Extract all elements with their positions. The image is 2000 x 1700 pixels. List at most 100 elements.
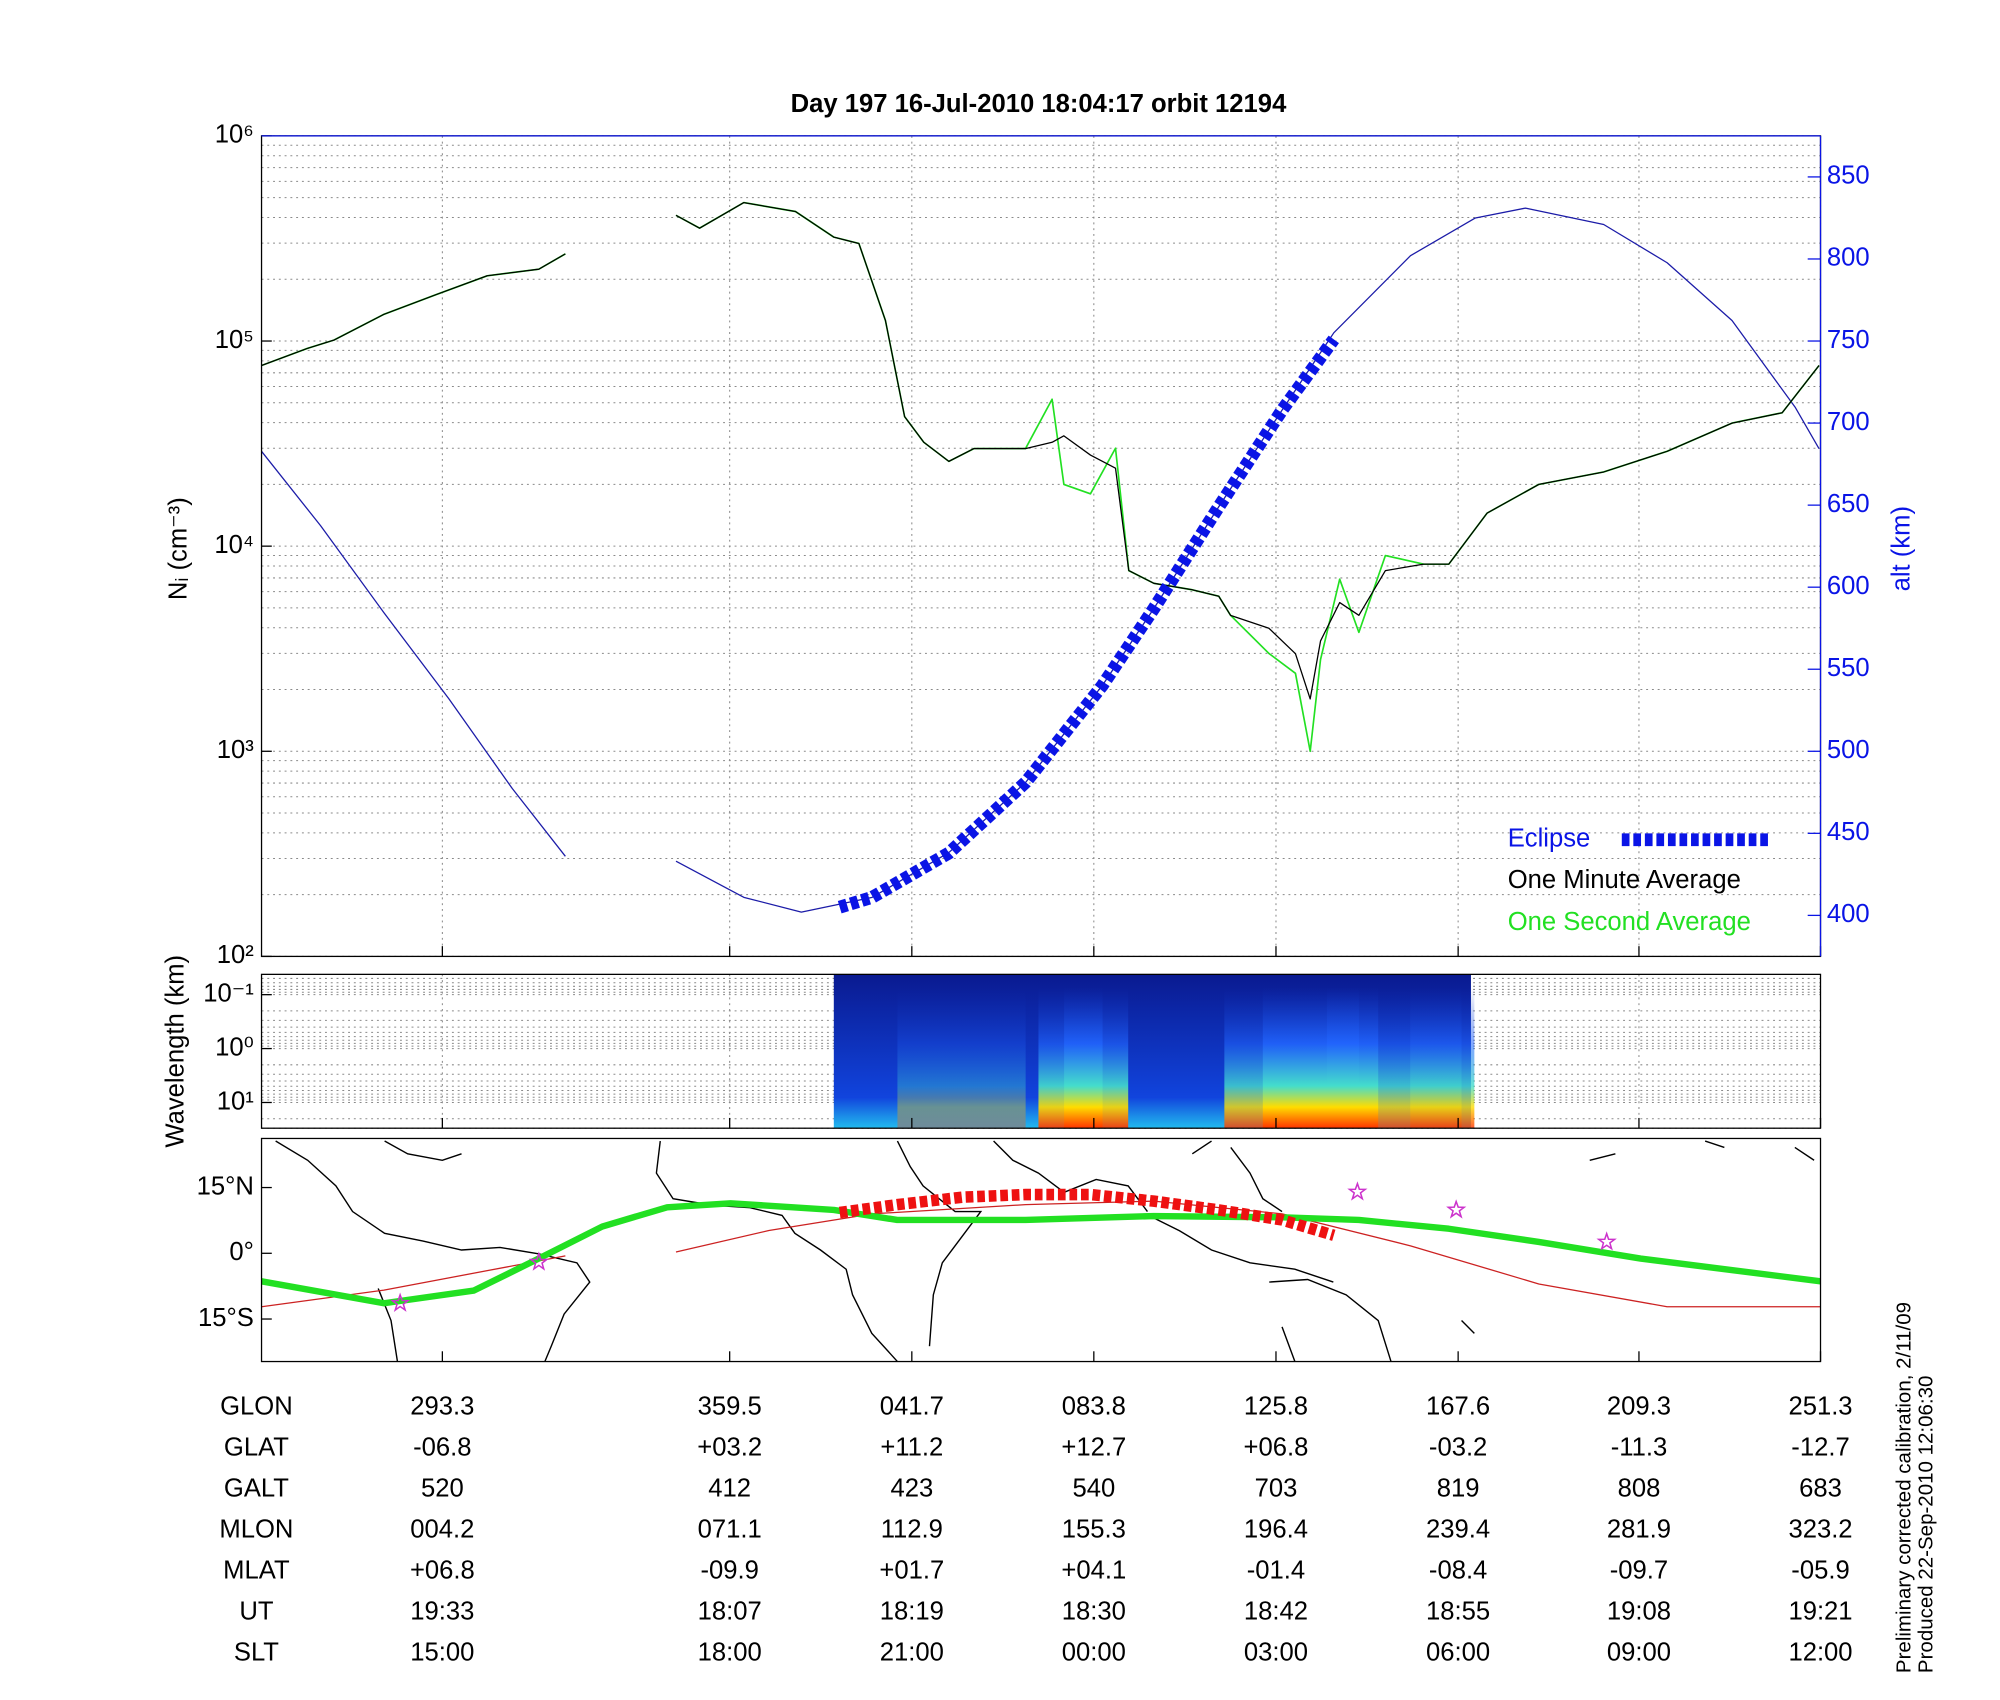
table-cell: 18:07	[698, 1598, 762, 1626]
table-cell: 071.1	[698, 1516, 762, 1544]
chart-title: Day 197 16-Jul-2010 18:04:17 orbit 12194	[791, 90, 1287, 118]
table-cell: +12.7	[1061, 1433, 1126, 1461]
y-tick-label: 15°N	[197, 1172, 254, 1200]
table-cell: 18:19	[880, 1598, 944, 1626]
legend-label: One Minute Average	[1508, 866, 1741, 894]
table-cell: 155.3	[1062, 1516, 1126, 1544]
y2-tick-label: 800	[1827, 244, 1870, 272]
data-line	[837, 335, 1339, 914]
y-tick-label: 10⁵	[215, 326, 254, 354]
y-tick-label: 10³	[217, 736, 255, 764]
footnote: Preliminary corrected calibration, 2/11/…	[1893, 1302, 1916, 1673]
coastline	[1269, 1278, 1392, 1362]
table-cell: 281.9	[1607, 1516, 1671, 1544]
table-cell: +06.8	[410, 1557, 475, 1585]
table-cell: 18:00	[698, 1639, 762, 1667]
table-cell: 683	[1799, 1475, 1842, 1503]
map-marker	[390, 1292, 411, 1312]
table-cell: 06:00	[1426, 1639, 1490, 1667]
spectrogram-texture	[1410, 987, 1462, 1129]
table-cell: 19:08	[1607, 1598, 1671, 1626]
coastline	[1153, 1217, 1334, 1283]
y2-tick-label: 750	[1827, 326, 1870, 354]
coastline	[377, 1288, 399, 1362]
table-cell: -08.4	[1429, 1557, 1487, 1585]
table-row-label: SLT	[234, 1639, 279, 1667]
table-cell: 808	[1618, 1475, 1661, 1503]
table-cell: 540	[1072, 1475, 1115, 1503]
spectrogram	[833, 974, 1475, 1129]
map-marker	[528, 1251, 550, 1271]
panel-frame	[260, 1137, 1822, 1363]
table-row-label: GALT	[224, 1475, 289, 1503]
y-axis-label: Nᵢ (cm⁻³)	[164, 497, 192, 600]
y-tick-label: 10⁴	[214, 531, 254, 559]
table-cell: 209.3	[1607, 1392, 1671, 1420]
coastline	[655, 1140, 898, 1363]
table-cell: 412	[708, 1475, 751, 1503]
table-cell: 15:00	[410, 1639, 474, 1667]
legend-label: Eclipse	[1508, 825, 1591, 853]
y2-tick-label: 600	[1827, 572, 1870, 600]
map-marker	[1347, 1181, 1368, 1201]
table-cell: +11.2	[880, 1433, 943, 1461]
spectrogram-texture	[1064, 987, 1103, 1129]
table-cell: +04.1	[1061, 1557, 1126, 1585]
table-cell: 21:00	[880, 1639, 944, 1667]
y2-tick-label: 450	[1827, 818, 1870, 846]
coastline	[1461, 1140, 1815, 1334]
table-cell: -09.7	[1610, 1557, 1668, 1585]
table-cell: -06.8	[413, 1433, 471, 1461]
table-row-label: MLAT	[223, 1557, 290, 1585]
table-cell: -03.2	[1429, 1433, 1487, 1461]
table-cell: 323.2	[1788, 1516, 1852, 1544]
coastline	[1191, 1140, 1283, 1213]
y-tick-label: 0°	[229, 1238, 254, 1266]
map-marker	[1446, 1199, 1467, 1219]
data-line	[261, 207, 1820, 913]
map-marker	[1596, 1231, 1617, 1251]
y-tick-label: 15°S	[198, 1304, 254, 1332]
legend-label: One Second Average	[1508, 908, 1751, 936]
y2-tick-label: 400	[1827, 900, 1870, 928]
table-cell: 12:00	[1788, 1639, 1852, 1667]
y-axis-label: Wavelength (km)	[162, 955, 190, 1148]
table-row-label: MLON	[219, 1516, 293, 1544]
table-cell: 359.5	[698, 1392, 762, 1420]
table-cell: 125.8	[1244, 1392, 1308, 1420]
table-cell: 293.3	[410, 1392, 474, 1420]
table-cell: 239.4	[1426, 1516, 1490, 1544]
spectrogram-texture	[1262, 987, 1379, 1129]
table-cell: -05.9	[1791, 1557, 1849, 1585]
y2-axis-label: alt (km)	[1887, 506, 1915, 591]
table-row-label: GLAT	[224, 1433, 289, 1461]
table-cell: 703	[1255, 1475, 1298, 1503]
y2-tick-label: 850	[1827, 162, 1870, 190]
y2-tick-label: 550	[1827, 654, 1870, 682]
y-tick-label: 10²	[217, 941, 255, 969]
spectrogram-texture	[897, 987, 1026, 1129]
y-tick-label: 10⁻¹	[203, 979, 254, 1007]
y-tick-label: 10⁶	[215, 121, 254, 149]
y2-tick-label: 650	[1827, 490, 1870, 518]
spectrogram-texture	[1326, 987, 1359, 1129]
table-cell: 09:00	[1607, 1639, 1671, 1667]
table-cell: 423	[890, 1475, 933, 1503]
coastline	[384, 1140, 462, 1161]
table-cell: 18:30	[1062, 1598, 1126, 1626]
table-cell: 00:00	[1062, 1639, 1126, 1667]
data-line	[260, 1200, 1821, 1307]
panel-frame	[260, 973, 1822, 1129]
table-row-label: UT	[239, 1598, 274, 1626]
table-cell: -12.7	[1791, 1433, 1849, 1461]
table-cell: +03.2	[697, 1433, 762, 1461]
table-cell: 18:55	[1426, 1598, 1490, 1626]
y-tick-label: 10⁰	[215, 1033, 254, 1061]
table-cell: -11.3	[1611, 1433, 1668, 1461]
table-cell: 196.4	[1244, 1516, 1308, 1544]
data-line	[261, 201, 1820, 700]
table-cell: 19:33	[410, 1598, 474, 1626]
table-row-label: GLON	[220, 1392, 293, 1420]
